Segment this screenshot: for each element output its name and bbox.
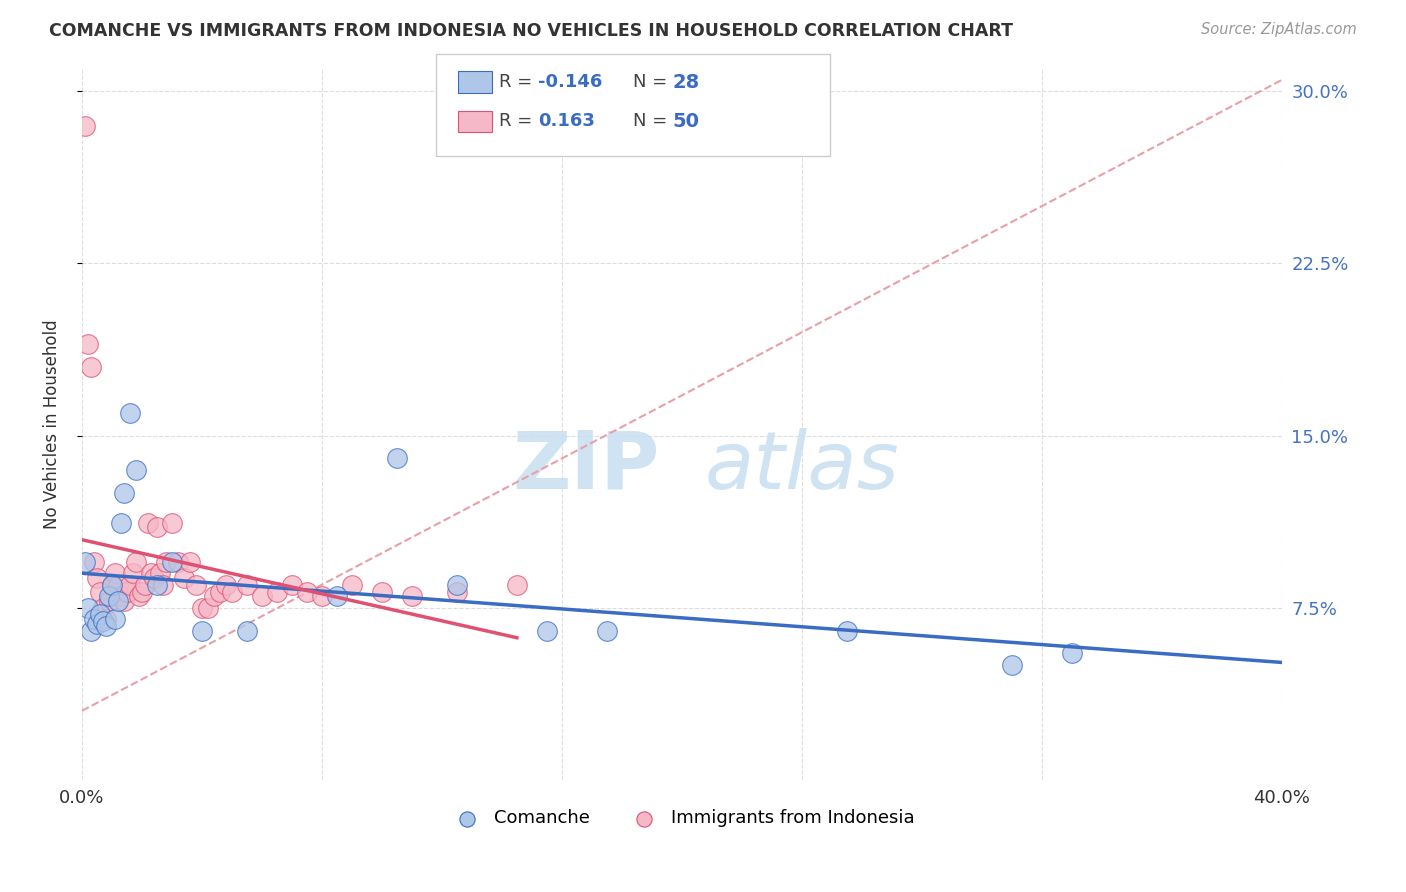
Text: COMANCHE VS IMMIGRANTS FROM INDONESIA NO VEHICLES IN HOUSEHOLD CORRELATION CHART: COMANCHE VS IMMIGRANTS FROM INDONESIA NO… [49,22,1014,40]
Point [83,555,105,569]
Point [110,589,132,603]
Text: 50: 50 [672,112,699,131]
Point [191,600,214,615]
Point [80,359,103,374]
Point [160,516,183,530]
Point [107,593,129,607]
Point [295,584,318,599]
Point [160,555,183,569]
Point [101,577,124,591]
Point [184,577,207,591]
Point [1001,657,1024,672]
Point [506,577,529,591]
Point [118,406,141,420]
Point [152,577,174,591]
Text: -0.146: -0.146 [538,73,603,91]
Point [104,566,127,581]
Point [236,624,259,638]
Point [125,463,148,477]
Point [281,577,304,591]
Point [266,584,288,599]
Point [142,571,165,585]
Point [197,600,219,615]
Point [250,589,273,603]
Y-axis label: No Vehicles in Household: No Vehicles in Household [44,319,60,529]
Point [139,566,162,581]
Point [340,577,363,591]
Point [73,119,96,133]
Point [86,571,108,585]
Text: ZIP: ZIP [512,428,659,506]
Point [371,584,394,599]
Point [128,589,150,603]
Text: atlas: atlas [704,428,900,506]
Point [149,566,172,581]
Point [155,555,177,569]
Text: N =: N = [633,112,672,130]
Point [115,584,138,599]
Point [122,566,145,581]
Text: Source: ZipAtlas.com: Source: ZipAtlas.com [1201,22,1357,37]
Point [446,577,468,591]
Point [107,577,129,591]
Text: R =: R = [499,112,544,130]
Point [94,612,117,626]
Point [134,577,156,591]
Point [401,589,423,603]
Point [167,555,190,569]
Point [136,516,159,530]
Point [97,589,120,603]
Point [385,451,408,466]
Point [83,612,105,626]
Point [125,555,148,569]
Point [89,607,111,622]
Point [1060,647,1083,661]
Point [110,516,132,530]
Point [191,624,214,638]
Point [326,589,349,603]
Point [77,600,100,615]
Point [91,600,114,615]
Legend: Comanche, Immigrants from Indonesia: Comanche, Immigrants from Indonesia [441,802,922,835]
Point [77,336,100,351]
Point [536,624,558,638]
Point [835,624,858,638]
Point [202,589,225,603]
Point [73,555,96,569]
Point [596,624,619,638]
Point [112,486,135,500]
Point [89,584,111,599]
Point [146,520,169,534]
Point [215,577,238,591]
Point [311,589,333,603]
Point [208,584,231,599]
Point [173,571,195,585]
Point [91,615,114,629]
Text: 0.163: 0.163 [538,112,595,130]
Text: 28: 28 [672,72,699,92]
Point [236,577,259,591]
Point [101,577,124,591]
Point [146,577,169,591]
Point [118,577,141,591]
Text: N =: N = [633,73,672,91]
Point [221,584,243,599]
Point [94,619,117,633]
Point [86,616,108,631]
Point [131,584,153,599]
Point [112,593,135,607]
Point [80,624,103,638]
Point [104,612,127,626]
Text: R =: R = [499,73,538,91]
Point [179,555,201,569]
Point [97,593,120,607]
Point [446,584,468,599]
